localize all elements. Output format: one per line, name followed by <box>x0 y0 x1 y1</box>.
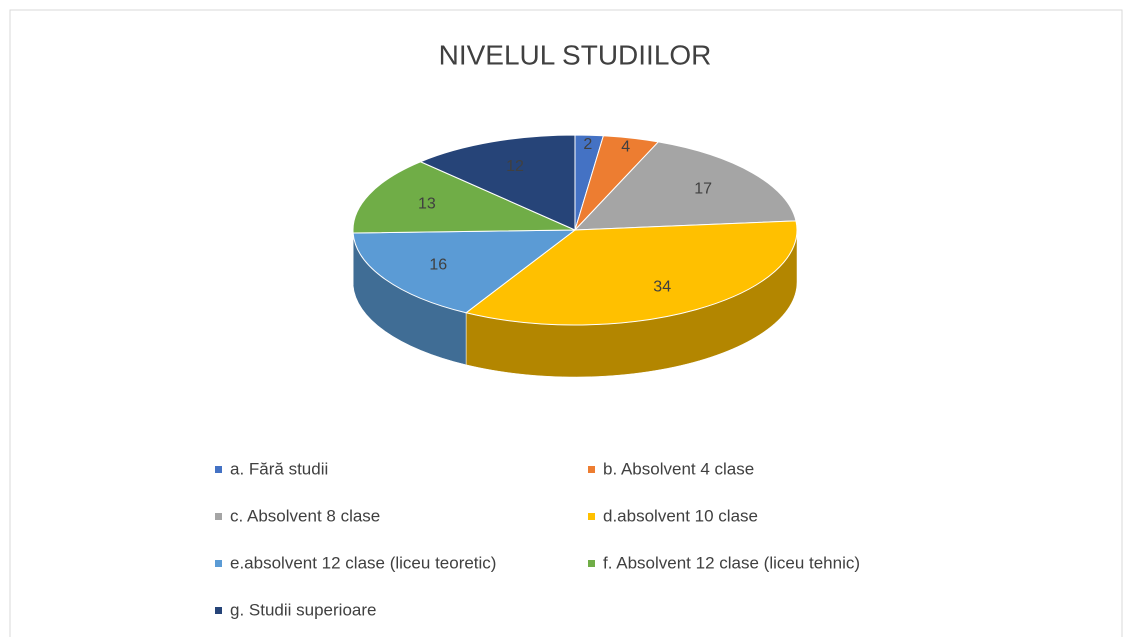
legend-label: c. Absolvent 8 clase <box>230 506 380 525</box>
legend-swatch <box>215 466 222 473</box>
legend-label: d.absolvent 10 clase <box>603 506 758 525</box>
pie-slice <box>352 229 577 314</box>
data-label: 16 <box>429 257 447 274</box>
data-label: 17 <box>694 180 712 197</box>
legend-swatch <box>588 513 595 520</box>
legend-label: f. Absolvent 12 clase (liceu tehnic) <box>603 553 860 572</box>
legend-swatch <box>215 513 222 520</box>
legend-swatch <box>588 466 595 473</box>
data-label: 13 <box>418 196 436 213</box>
data-label: 12 <box>506 158 524 175</box>
legend-swatch <box>215 560 222 567</box>
legend-swatch <box>215 607 222 614</box>
legend-label: a. Fără studii <box>230 459 328 478</box>
legend-label: b. Absolvent 4 clase <box>603 459 754 478</box>
data-label: 34 <box>653 279 671 296</box>
data-label: 2 <box>583 136 592 153</box>
pie-slice <box>573 141 797 231</box>
legend-label: e.absolvent 12 clase (liceu teoretic) <box>230 553 496 572</box>
pie-slice <box>352 161 576 234</box>
data-label: 4 <box>621 139 630 156</box>
pie-slice <box>419 134 576 231</box>
legend-swatch <box>588 560 595 567</box>
legend-label: g. Studii superioare <box>230 600 376 619</box>
pie-slice <box>464 220 798 326</box>
chart-title: NIVELUL STUDIILOR <box>439 39 712 70</box>
